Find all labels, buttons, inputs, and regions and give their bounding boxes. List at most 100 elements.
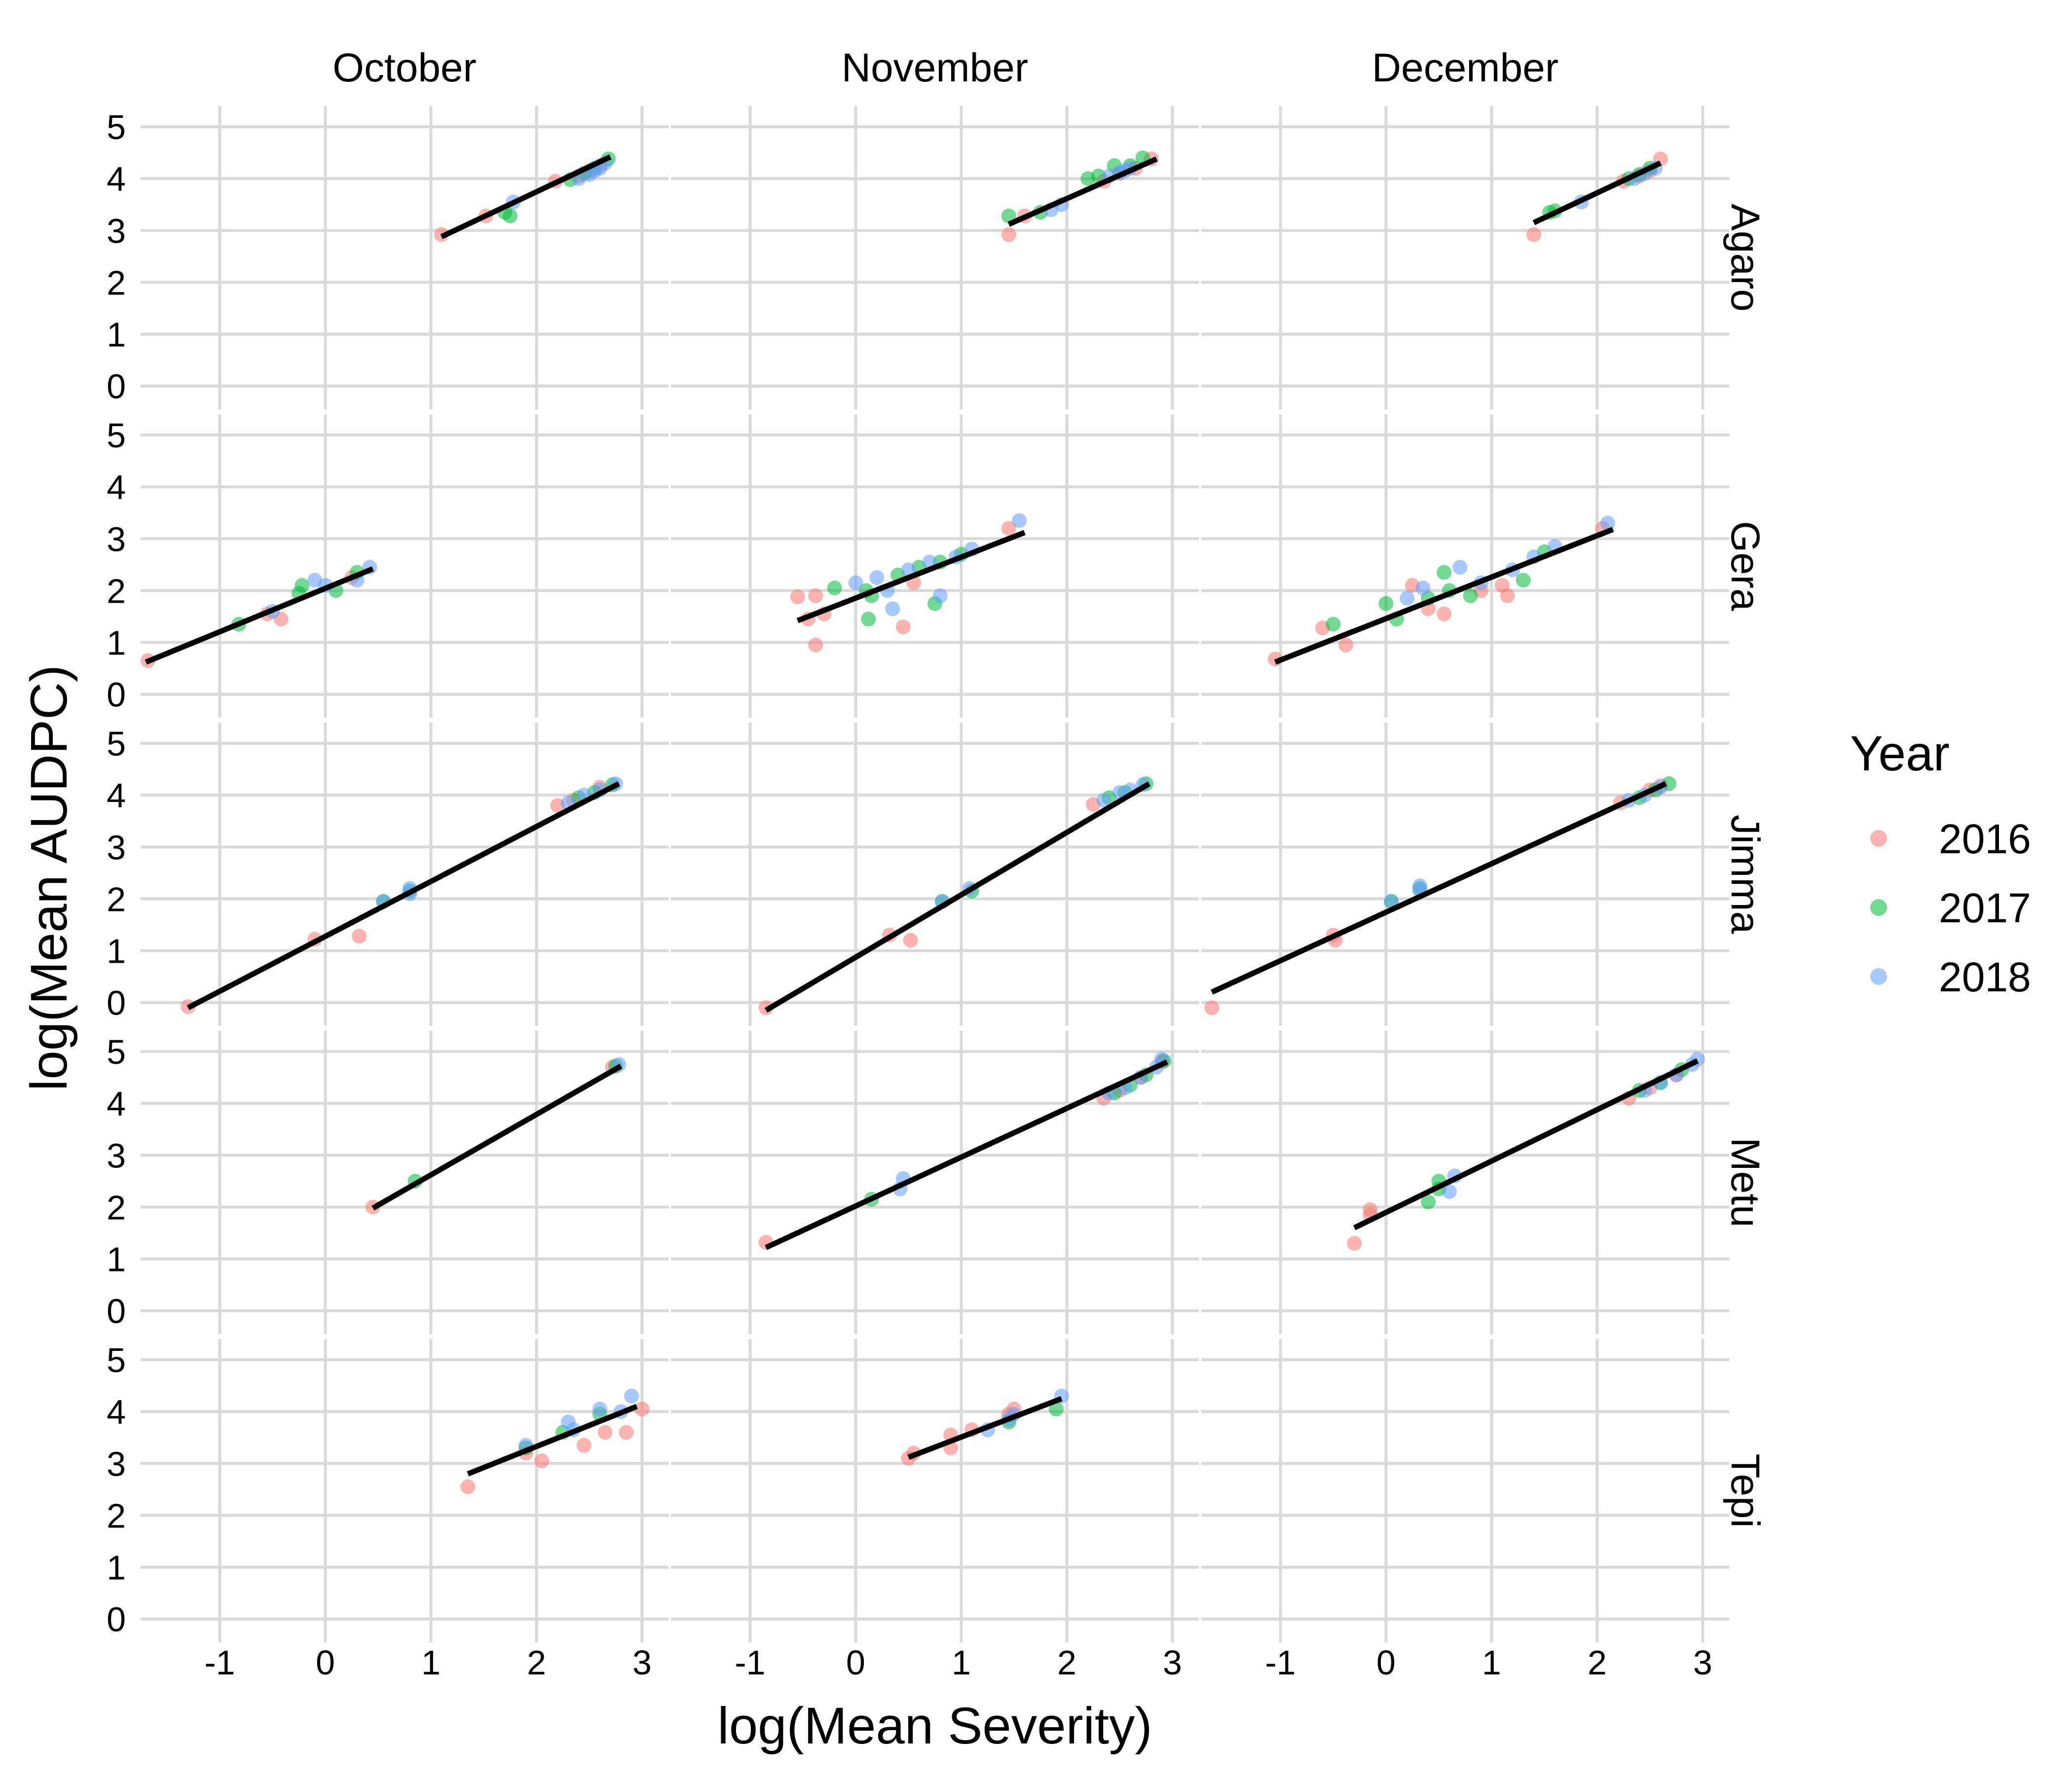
fit-line: [796, 530, 1026, 623]
y-tick-label: 3: [107, 828, 126, 867]
data-point-2017: [861, 612, 876, 627]
data-point-2018: [592, 1401, 607, 1416]
panel-tepi-november: [671, 1339, 1199, 1642]
row-strip-label: Tepi: [1723, 1453, 1768, 1527]
data-point-2017: [1463, 588, 1478, 603]
data-point-2016: [460, 1479, 476, 1494]
x-tick-label: 3: [1693, 1643, 1712, 1682]
fit-line: [1211, 781, 1667, 995]
legend: Year 2016 2017 2018: [1850, 726, 2031, 1000]
data-point-2016: [597, 1425, 613, 1440]
data-point-2016: [1500, 588, 1515, 603]
y-tick-label: 1: [107, 624, 126, 662]
data-point-2018: [1412, 878, 1427, 894]
data-point-2016: [808, 588, 823, 603]
row-strip-label: Gera: [1723, 521, 1768, 611]
x-tick-label: -1: [204, 1643, 235, 1682]
data-point-2016: [895, 619, 911, 635]
y-tick-label: 0: [107, 1292, 126, 1331]
legend-title: Year: [1850, 726, 1950, 781]
data-point-2016: [534, 1453, 550, 1469]
data-point-2017: [1091, 168, 1106, 183]
x-tick-label: 2: [1588, 1643, 1607, 1682]
y-tick-label: 1: [107, 932, 126, 971]
x-tick-label: 1: [952, 1643, 971, 1682]
data-point-2018: [1600, 515, 1615, 531]
data-point-2016: [351, 929, 367, 944]
fit-line: [440, 154, 612, 239]
y-tick-label: 4: [107, 160, 126, 198]
data-point-2017: [1049, 1401, 1064, 1416]
panel-gera-december: [1201, 414, 1729, 718]
data-point-2016: [1001, 521, 1016, 536]
data-point-2016: [1001, 227, 1016, 242]
data-point-2016: [903, 933, 918, 948]
panel-metu-november: [671, 1031, 1199, 1334]
data-point-2016: [790, 589, 805, 605]
data-point-2017: [1516, 573, 1531, 588]
y-tick-label: 2: [107, 880, 126, 918]
row-strip-label: Jimma: [1723, 815, 1768, 934]
fit-line: [907, 1396, 1063, 1460]
panel-jimma-december: [1201, 723, 1729, 1026]
fit-line: [371, 1063, 623, 1211]
data-point-2016: [808, 637, 823, 653]
fit-line: [765, 1059, 1169, 1250]
x-tick-label: 3: [1163, 1643, 1182, 1682]
x-tick-label: -1: [1265, 1643, 1295, 1682]
fit-line: [1274, 527, 1614, 665]
panel-jimma-november: [671, 723, 1199, 1026]
y-tick-label: 1: [107, 1549, 126, 1587]
data-point-2017: [1378, 596, 1394, 611]
data-point-2018: [885, 601, 900, 617]
x-axis-title: log(Mean Severity): [717, 1697, 1152, 1755]
y-tick-label: 5: [107, 108, 126, 146]
panel-tepi-december: [1201, 1339, 1729, 1642]
y-tick-label: 2: [107, 1188, 126, 1227]
panel-agaro-december: [1201, 106, 1729, 409]
legend-label-2017: 2017: [1939, 885, 2031, 931]
data-point-2017: [1437, 565, 1452, 580]
y-tick-label: 0: [107, 1600, 126, 1639]
y-tick-label: 5: [107, 1341, 126, 1379]
data-point-2018: [1415, 581, 1431, 596]
panel-tepi-october: [141, 1339, 668, 1642]
panel-gera-october: [140, 414, 668, 718]
legend-key-2016: [1870, 830, 1887, 847]
fit-line: [145, 566, 374, 665]
y-tick-label: 3: [107, 1445, 126, 1483]
y-tick-label: 4: [107, 1085, 126, 1123]
data-point-2017: [1326, 617, 1341, 632]
fit-line: [186, 781, 620, 1011]
row-strip-label: Metu: [1723, 1137, 1768, 1227]
fit-line: [1532, 160, 1662, 225]
fit-line: [1007, 156, 1158, 227]
strips-layer: October November December Agaro Gera Jimma Met…: [333, 45, 1768, 1528]
data-point-2016: [1204, 1000, 1220, 1016]
y-tick-label: 5: [107, 416, 126, 455]
y-tick-label: 2: [107, 572, 126, 610]
data-point-2016: [576, 1438, 592, 1453]
y-tick-label: 5: [107, 1033, 126, 1071]
y-tick-label: 1: [107, 1240, 126, 1279]
y-tick-label: 4: [107, 776, 126, 815]
data-point-2018: [624, 1388, 639, 1404]
data-point-2018: [1096, 793, 1111, 808]
panel-gera-november: [671, 414, 1199, 718]
legend-entries: 2016 2017 2018: [1870, 816, 2031, 1000]
data-point-2016: [1347, 1236, 1362, 1251]
y-tick-label: 4: [107, 1393, 126, 1431]
y-tick-label: 4: [107, 468, 126, 507]
data-point-2016: [634, 1401, 650, 1416]
data-point-2018: [1012, 513, 1027, 528]
data-point-2017: [503, 208, 518, 223]
legend-key-2018: [1870, 968, 1887, 985]
data-point-2016: [1526, 227, 1542, 242]
fit-line: [1353, 1058, 1699, 1231]
data-point-2016: [1363, 1202, 1378, 1217]
panel-agaro-october: [141, 106, 668, 409]
x-tick-label: 2: [1057, 1643, 1076, 1682]
data-point-2018: [1400, 591, 1415, 606]
